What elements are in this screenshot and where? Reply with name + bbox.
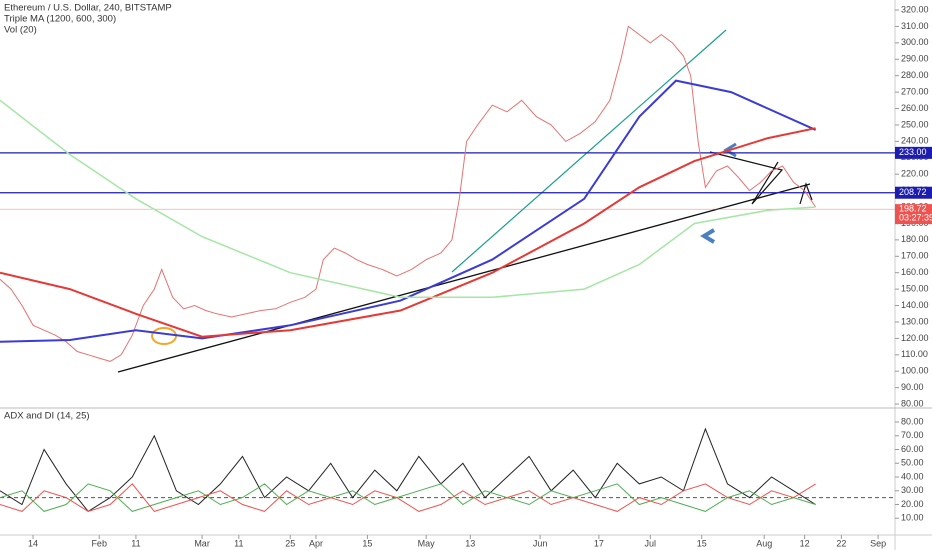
- x-tick-label: 13: [465, 538, 475, 548]
- indicator-label: Triple MA (1200, 600, 300): [4, 14, 116, 25]
- price-label-box: [895, 146, 932, 159]
- arrow: [723, 142, 737, 158]
- y-tick-label: 260.00: [901, 103, 929, 113]
- y-tick-label: 120.00: [901, 333, 929, 343]
- pattern-drawing: [709, 151, 784, 205]
- y-tick-label: 100.00: [901, 366, 929, 376]
- x-tick-label: 14: [28, 538, 38, 548]
- price-label-box: [895, 186, 932, 199]
- x-tick-label: 11: [234, 538, 243, 548]
- indicator-label: Vol (20): [4, 25, 37, 36]
- y-tick-label: 40.00: [901, 471, 924, 481]
- y-tick-label: 320.00: [901, 4, 929, 14]
- y-tick-label: 90.00: [901, 382, 924, 392]
- x-tick-label: Apr: [309, 538, 323, 548]
- y-tick-label: 270.00: [901, 86, 929, 96]
- y-tick-label: 50.00: [901, 458, 924, 468]
- y-tick-label: 130.00: [901, 316, 929, 326]
- y-tick-label: 140.00: [901, 300, 929, 310]
- y-tick-label: 80.00: [901, 416, 924, 426]
- y-tick-label: 220.00: [901, 169, 929, 179]
- y-tick-label: 20.00: [901, 499, 924, 509]
- trend-line: [451, 29, 727, 273]
- pattern-drawing: [799, 182, 813, 205]
- series-line: [0, 99, 816, 299]
- x-tick-label: Jun: [533, 538, 548, 548]
- x-tick-label: Sep: [870, 538, 886, 548]
- y-tick-label: 110.00: [901, 349, 928, 359]
- y-tick-label: 180.00: [901, 234, 929, 244]
- y-tick-label: 80.00: [901, 398, 924, 408]
- symbol-title: Ethereum / U.S. Dollar, 240, BITSTAMP: [4, 3, 172, 14]
- countdown: 03:27:39: [899, 213, 932, 223]
- x-tick-label: 22: [836, 538, 846, 548]
- x-tick-label: Jul: [645, 538, 657, 548]
- y-tick-label: 240.00: [901, 136, 929, 146]
- y-tick-label: 250.00: [901, 119, 929, 129]
- y-tick-label: 10.00: [901, 513, 924, 523]
- series-line: [0, 79, 817, 343]
- y-tick-label: 160.00: [901, 267, 929, 277]
- y-tick-label: 30.00: [901, 485, 924, 495]
- price-label: 198.72: [899, 204, 927, 214]
- x-tick-label: 15: [697, 538, 707, 548]
- series-line: [0, 25, 817, 362]
- indicator-label: ADX and DI (14, 25): [4, 411, 90, 422]
- trend-line: [117, 183, 811, 373]
- y-tick-label: 170.00: [901, 251, 929, 261]
- series-line: [0, 483, 816, 512]
- series-line: [0, 127, 816, 338]
- y-tick-label: 70.00: [901, 430, 924, 440]
- y-tick-label: 310.00: [901, 21, 929, 31]
- y-tick-label: 150.00: [901, 284, 929, 294]
- x-tick-label: Feb: [91, 538, 107, 548]
- arrow: [700, 228, 716, 244]
- x-tick-label: May: [418, 538, 436, 548]
- price-label: 233.00: [899, 147, 927, 157]
- x-tick-label: 25: [285, 538, 295, 548]
- price-label-box: [895, 204, 932, 225]
- x-tick-label: 17: [594, 538, 604, 548]
- y-tick-label: 290.00: [901, 54, 929, 64]
- x-tick-label: Aug: [756, 538, 772, 548]
- price-label: 208.72: [899, 187, 927, 197]
- series-line: [0, 483, 816, 512]
- x-tick-label: Mar: [194, 538, 210, 548]
- y-tick-label: 60.00: [901, 444, 924, 454]
- x-tick-label: 11: [131, 538, 140, 548]
- y-tick-label: 300.00: [901, 37, 929, 47]
- y-tick-label: 280.00: [901, 70, 929, 80]
- series-line: [0, 427, 816, 513]
- x-tick-label: 12: [800, 538, 810, 548]
- x-tick-label: 15: [362, 538, 372, 548]
